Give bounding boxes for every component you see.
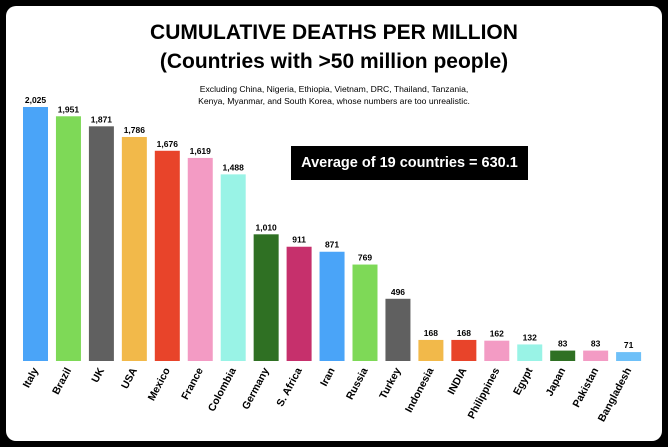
bar-bangladesh [616,352,642,361]
bar-mexico [154,150,180,361]
category-label-france: France [179,366,206,402]
category-label-usa: USA [119,365,140,391]
category-label-mexico: Mexico [146,366,173,403]
value-label-iran: 871 [325,240,339,250]
exclusion-note-line-1: Excluding China, Nigeria, Ethiopia, Viet… [199,84,469,94]
bar-s-africa [286,246,312,361]
bar-japan [550,350,576,361]
bar-india [451,339,477,361]
value-label-colombia: 1,488 [223,162,245,172]
value-label-s-africa: 911 [292,235,306,245]
category-label-pakistan: Pakistan [570,366,601,410]
value-label-egypt: 132 [523,332,537,342]
bar-iran [319,251,345,361]
bar-germany [253,234,279,361]
category-label-bangladesh: Bangladesh [596,366,635,424]
value-label-usa: 1,786 [124,125,146,135]
category-label-brazil: Brazil [50,366,74,397]
category-label-indonesia: Indonesia [403,366,437,415]
bar-brazil [55,116,81,361]
category-label-philippines: Philippines [466,366,503,421]
category-label-colombia: Colombia [206,366,239,414]
chart-subtitle: (Countries with >50 million people) [159,50,509,73]
value-label-italy: 2,025 [25,95,47,105]
chart-frame: CUMULATIVE DEATHS PER MILLION (Countries… [6,6,662,441]
bar-colombia [220,174,246,361]
category-label-egypt: Egypt [511,365,536,397]
category-label-india: INDIA [445,365,469,396]
value-label-turkey: 496 [391,287,405,297]
value-label-uk: 1,871 [91,114,113,124]
category-label-turkey: Turkey [377,366,403,401]
value-label-russia: 769 [358,253,372,263]
bar-uk [88,126,114,361]
bar-philippines [484,340,510,361]
bar-indonesia [418,339,444,361]
value-label-indonesia: 168 [424,328,438,338]
average-annotation: Average of 19 countries = 630.1 [291,146,528,180]
category-label-japan: Japan [544,366,569,398]
bar-italy [23,107,48,361]
exclusion-note-line-2: Kenya, Myanmar, and South Korea, whose n… [198,96,470,106]
category-label-italy: Italy [21,366,42,390]
value-label-france: 1,619 [190,146,212,156]
category-label-uk: UK [89,365,107,384]
value-label-germany: 1,010 [256,222,278,232]
category-label-iran: Iran [318,366,338,389]
value-label-mexico: 1,676 [157,139,179,149]
value-label-india: 168 [457,328,471,338]
bar-pakistan [583,350,609,361]
value-label-brazil: 1,951 [58,104,80,114]
bar-chart: 2,025 Italy 1,951 Brazil 1,871 UK 1,786 USA 1,67… [21,95,642,424]
value-label-japan: 83 [558,339,568,349]
value-label-bangladesh: 71 [624,340,634,350]
value-label-philippines: 162 [490,329,504,339]
bar-france [187,157,213,361]
category-label-russia: Russia [344,366,371,402]
chart-title: CUMULATIVE DEATHS PER MILLION [150,21,518,44]
bar-turkey [385,298,411,361]
value-label-pakistan: 83 [591,339,601,349]
bar-egypt [517,344,543,361]
bar-usa [121,136,147,361]
bar-russia [352,264,378,361]
category-label-germany: Germany [240,366,272,412]
category-label-s-africa: S. Africa [274,366,304,409]
